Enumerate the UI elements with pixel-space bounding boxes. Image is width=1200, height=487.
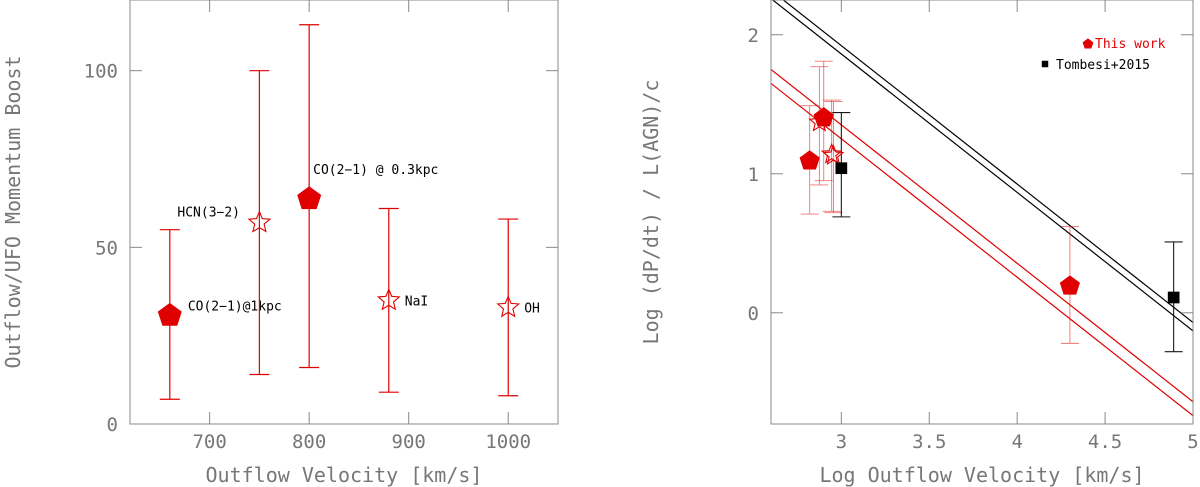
legend-marker-this-work [1082, 38, 1094, 49]
left-x-tick-label: 1000 [485, 431, 531, 453]
left-y-axis-label: Outflow/UFO Momentum Boost [1, 55, 25, 368]
left-data-point [247, 210, 272, 233]
left-y-tick-label: 50 [95, 237, 118, 259]
right-data-point [820, 142, 843, 164]
right-data-point [1167, 291, 1180, 304]
left-x-tick-label: 900 [392, 431, 426, 453]
right-x-tick-label: 4.5 [1088, 431, 1122, 453]
legend-label-tombesi: Tombesi+2015 [1056, 58, 1150, 73]
right-plot-frame [770, 0, 1194, 425]
left-data-point [157, 302, 182, 326]
left-x-axis-label: Outflow Velocity [km/s] [206, 463, 483, 487]
left-y-tick-label: 100 [84, 61, 118, 83]
right-fit-line [771, 82, 1193, 417]
right-y-tick-label: 1 [748, 164, 759, 186]
right-fit-line [771, 0, 1193, 332]
left-plot-frame [129, 0, 559, 425]
left-data-point [297, 186, 322, 210]
right-data-point [799, 150, 820, 170]
right-y-tick-label: 0 [748, 303, 759, 325]
left-point-label: OH [524, 301, 540, 316]
legend-label-this-work: This work [1095, 37, 1166, 52]
right-x-axis-label: Log Outflow Velocity [km/s] [819, 463, 1144, 487]
left-point-label: CO(2−1) @ 0.3kpc [313, 163, 438, 178]
left-chart-momentum-boost: 700 800 900 1000 0 50 100 Outflow Velocity [km/… [1, 0, 559, 487]
left-data-point [376, 287, 401, 311]
right-y-axis-label: Log (dP/dt) / L(AGN)/c [639, 80, 663, 345]
left-x-tick-label: 800 [292, 431, 326, 453]
right-data-point [808, 110, 831, 132]
left-y-tick-label: 0 [107, 414, 118, 436]
right-data-point [822, 144, 845, 165]
right-fit-line [782, 0, 1193, 323]
right-data-point [835, 162, 848, 175]
right-x-tick-label: 3 [836, 431, 847, 453]
left-point-label: HCN(3−2) [177, 206, 240, 221]
legend-marker-tombesi [1041, 60, 1049, 68]
right-y-tick-label: 2 [748, 25, 759, 47]
left-x-tick-label: 700 [192, 431, 226, 453]
right-x-tick-label: 5 [1187, 431, 1198, 453]
right-data-point [1059, 275, 1080, 295]
right-x-tick-label: 4 [1011, 431, 1022, 453]
right-fit-line [771, 69, 1193, 403]
right-x-tick-label: 3.5 [912, 431, 946, 453]
left-point-label: NaI [405, 294, 428, 309]
left-data-point [496, 294, 521, 318]
right-errorbar-group [824, 101, 843, 214]
right-chart-log-momentum-rate: 3 3.5 4 4.5 5 0 1 2 Log Outflow Velocity [km/s] L… [639, 0, 1199, 487]
left-point-label: CO(2−1)@1kpc [188, 299, 282, 314]
